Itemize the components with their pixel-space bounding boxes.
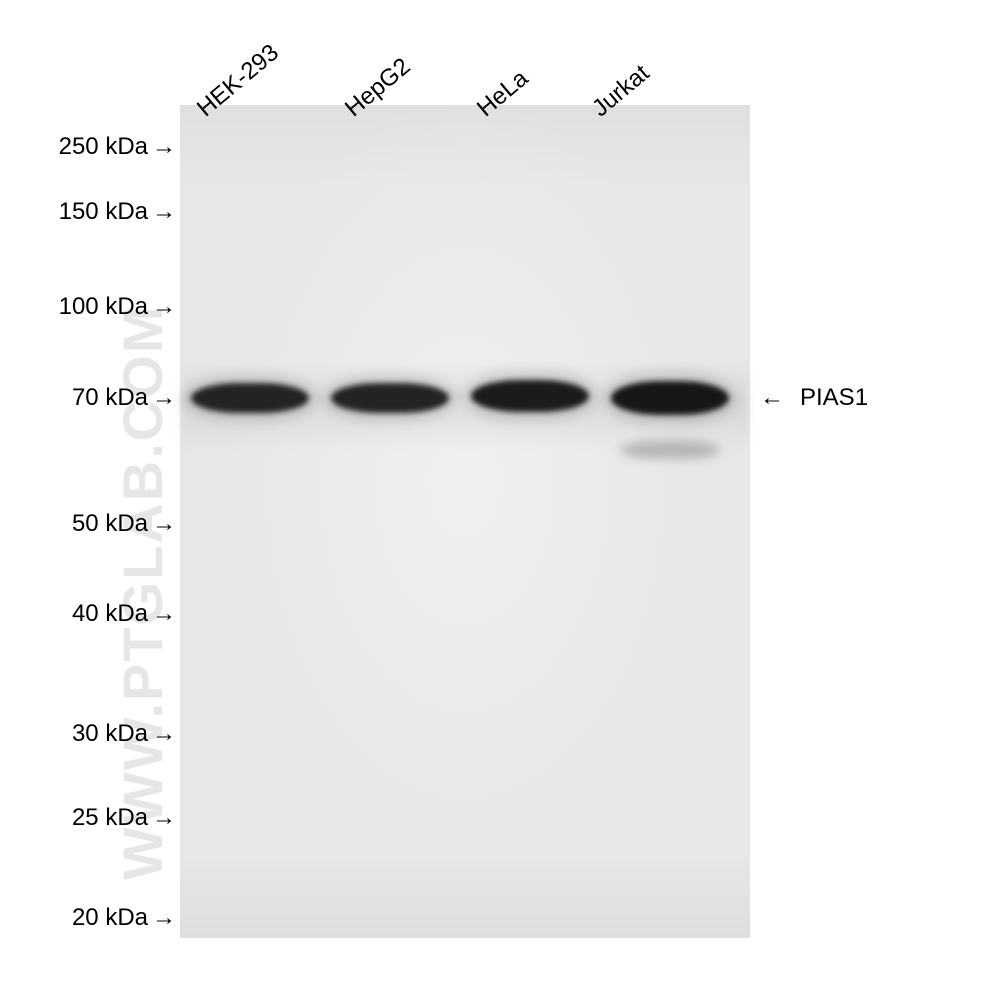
marker-arrow-icon: → xyxy=(152,804,176,832)
protein-band-halo xyxy=(322,374,458,422)
marker-label: 100 kDa xyxy=(59,293,148,321)
marker-arrow-icon: → xyxy=(152,510,176,538)
marker-arrow-icon: → xyxy=(152,198,176,226)
protein-band-halo xyxy=(462,370,598,421)
target-arrow: ← xyxy=(760,384,784,412)
figure-container: WWW.PTGLAB.COM HEK-293HepG2HeLaJurkat 25… xyxy=(0,0,1000,1000)
target-label: PIAS1 xyxy=(800,384,868,412)
marker-label: 250 kDa xyxy=(59,133,148,161)
marker-arrow-icon: → xyxy=(152,720,176,748)
protein-band-halo xyxy=(602,371,738,425)
marker-label: 30 kDa xyxy=(72,720,148,748)
marker-label: 40 kDa xyxy=(72,600,148,628)
marker-arrow-icon: → xyxy=(152,293,176,321)
marker-arrow-icon: → xyxy=(152,384,176,412)
marker-label: 70 kDa xyxy=(72,384,148,412)
marker-label: 25 kDa xyxy=(72,804,148,832)
marker-arrow-icon: → xyxy=(152,600,176,628)
marker-label: 150 kDa xyxy=(59,198,148,226)
marker-label: 20 kDa xyxy=(72,904,148,932)
marker-label: 50 kDa xyxy=(72,510,148,538)
marker-arrow-icon: → xyxy=(152,904,176,932)
blot-membrane xyxy=(180,105,750,938)
marker-arrow-icon: → xyxy=(152,133,176,161)
protein-band-halo xyxy=(182,374,318,422)
faint-band xyxy=(620,441,720,459)
